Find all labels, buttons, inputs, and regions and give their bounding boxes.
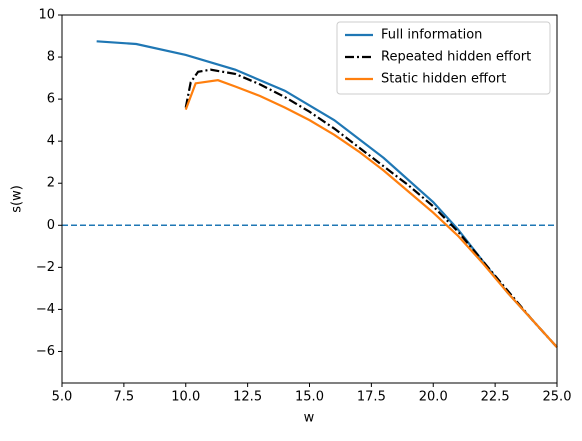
series-line — [184, 68, 558, 348]
x-tick-label: 12.5 — [233, 390, 262, 405]
y-tick-label: 10 — [38, 8, 55, 23]
y-tick-label: 4 — [47, 134, 55, 149]
y-tick-label: −4 — [36, 302, 55, 317]
x-tick-label: 17.5 — [357, 390, 386, 405]
x-tick-label: 20.0 — [419, 390, 448, 405]
y-tick-label: 2 — [47, 176, 55, 191]
y-tick-label: −2 — [36, 260, 55, 275]
legend-label: Full information — [381, 28, 482, 43]
y-tick-label: −6 — [36, 344, 55, 359]
x-tick-label: 15.0 — [295, 390, 324, 405]
y-axis-label: s(w) — [10, 185, 25, 213]
y-tick-label: 0 — [47, 218, 55, 233]
x-tick-label: 7.5 — [114, 390, 135, 405]
x-tick-label: 22.5 — [481, 390, 510, 405]
x-tick-label: 25.0 — [543, 390, 572, 405]
x-tick-label: 10.0 — [171, 390, 200, 405]
x-tick-label: 5.0 — [52, 390, 73, 405]
legend-box — [336, 21, 551, 95]
y-tick-label: 8 — [47, 50, 55, 65]
y-tick-label: 6 — [47, 92, 55, 107]
plot-frame — [61, 14, 558, 384]
legend-label: Repeated hidden effort — [381, 50, 531, 65]
series-line — [184, 79, 558, 348]
legend-label: Static hidden effort — [381, 72, 506, 87]
x-axis-label: w — [304, 411, 315, 426]
